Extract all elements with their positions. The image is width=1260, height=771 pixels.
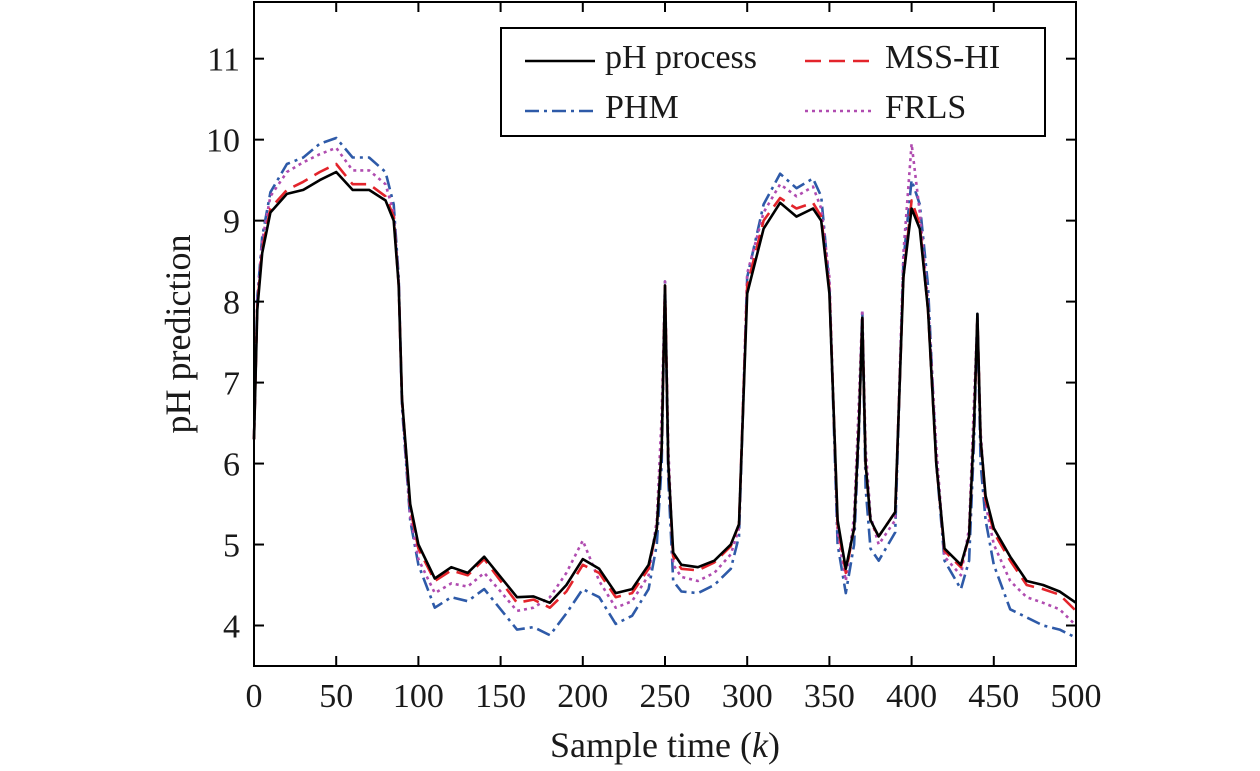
- x-tick-label: 50: [319, 678, 353, 715]
- x-axis-title: Sample time (k): [550, 725, 780, 765]
- legend-label-mss-hi: MSS-HI: [885, 39, 1000, 76]
- legend: pH process MSS-HI PHM FRLS: [500, 27, 1046, 137]
- x-axis-title-close: ): [768, 725, 780, 765]
- series-layer: [252, 136, 1077, 639]
- series-line-phm: [252, 136, 1077, 639]
- legend-box: [500, 27, 1046, 137]
- x-axis-title-variable: k: [752, 725, 769, 765]
- y-tick-label: 9: [223, 204, 240, 241]
- x-tick-label: 0: [246, 678, 263, 715]
- series-line-frls: [252, 142, 1077, 627]
- x-tick-label: 400: [886, 678, 937, 715]
- y-tick-label: 4: [223, 609, 240, 646]
- x-tick-label: 200: [557, 678, 608, 715]
- y-axis-title: pH prediction: [158, 235, 198, 434]
- series-line-mss-hi: [252, 162, 1077, 612]
- y-tick-label: 6: [223, 447, 240, 484]
- legend-label-frls: FRLS: [885, 89, 966, 126]
- y-tick-label: 10: [206, 123, 240, 160]
- x-tick-label: 500: [1051, 678, 1102, 715]
- series-line-ph-process: [252, 170, 1077, 605]
- y-tick-label: 7: [223, 366, 240, 403]
- y-tick-label: 5: [223, 528, 240, 565]
- x-axis-title-main: Sample time (: [550, 725, 752, 765]
- y-tick-label: 11: [207, 42, 240, 79]
- x-tick-label: 300: [722, 678, 773, 715]
- legend-label-phm: PHM: [605, 89, 679, 126]
- x-tick-label: 450: [968, 678, 1019, 715]
- x-tick-label: 250: [640, 678, 691, 715]
- legend-label-ph-process: pH process: [605, 39, 757, 76]
- x-tick-label: 350: [804, 678, 855, 715]
- y-tick-label: 8: [223, 285, 240, 322]
- ticks-layer: 0 50 100 150 200 250 300 350 400 450 500 4 5 6 7 8 9 10 11: [206, 2, 1102, 715]
- x-tick-label: 100: [393, 678, 444, 715]
- x-tick-label: 150: [475, 678, 526, 715]
